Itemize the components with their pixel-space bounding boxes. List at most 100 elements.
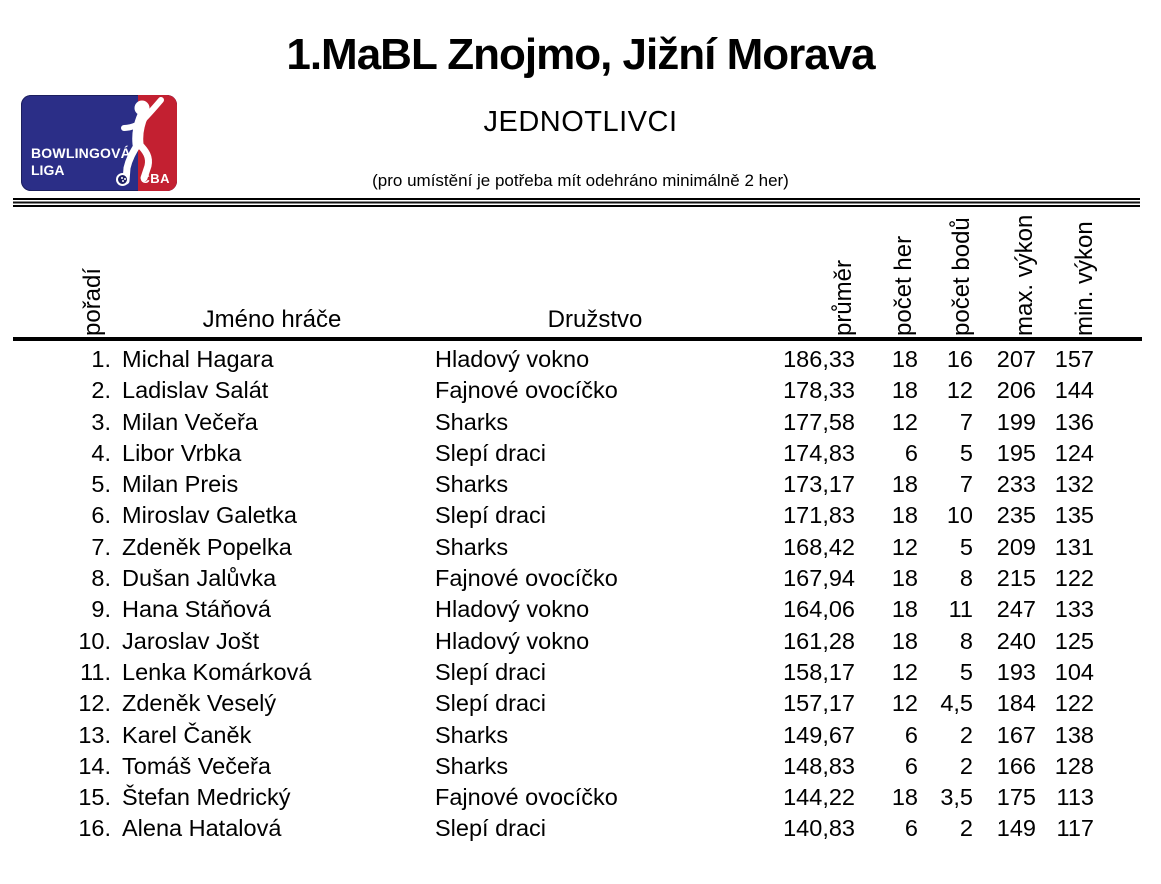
cell-rank: 8. (91, 565, 111, 592)
cell-max: 195 (996, 439, 1036, 466)
cell-points: 7 (959, 408, 973, 435)
cell-max: 184 (996, 690, 1036, 717)
cell-avg: 168,42 (783, 533, 855, 560)
cell-games: 6 (904, 752, 918, 779)
cell-team: Hladový vokno (435, 627, 590, 654)
cell-games: 6 (904, 721, 918, 748)
cell-min: 138 (1054, 721, 1094, 748)
cell-points: 7 (959, 471, 973, 498)
cell-avg: 186,33 (783, 346, 855, 372)
cell-avg: 158,17 (783, 658, 855, 685)
cell-max: 235 (996, 502, 1036, 529)
cell-team: Fajnové ovocíčko (435, 377, 618, 404)
cell-name: Karel Čaněk (122, 721, 252, 748)
cell-team: Hladový vokno (435, 346, 590, 372)
cell-max: 199 (996, 408, 1036, 435)
cell-min: 131 (1054, 533, 1094, 560)
cell-min: 157 (1054, 346, 1094, 372)
page-title: 1.MaBL Znojmo, Jižní Morava (286, 30, 875, 79)
logo-line1: BOWLINGOVÁ (31, 145, 131, 161)
cell-games: 12 (891, 408, 918, 435)
cell-name: Milan Večeřa (122, 408, 258, 435)
cell-max: 175 (996, 784, 1036, 811)
cell-points: 11 (948, 596, 973, 623)
cell-min: 128 (1054, 752, 1094, 779)
cell-max: 240 (996, 627, 1036, 654)
col-header-name: Jméno hráče (202, 306, 342, 333)
cell-min: 132 (1054, 471, 1094, 498)
table-row: 13. Karel Čaněk Sharks 149,67 6 2 167 138 (0, 720, 1161, 751)
cell-points: 5 (959, 658, 973, 685)
col-header-average: průměr (830, 259, 857, 336)
cell-games: 12 (891, 533, 918, 560)
table-row: 2. Ladislav Salát Fajnové ovocíčko 178,33 18… (0, 375, 1161, 406)
cell-max: 206 (996, 377, 1036, 404)
table-row: 16. Alena Hatalová Slepí draci 140,83 6 2 149 1… (0, 813, 1161, 844)
cell-min: 124 (1054, 439, 1094, 466)
cell-points: 2 (959, 752, 973, 779)
cell-rank: 1. (91, 346, 111, 372)
logo-text: BOWLINGOVÁ LIGA (31, 145, 131, 179)
cell-team: Sharks (435, 471, 509, 498)
cell-rank: 5. (91, 471, 111, 498)
table-row: 10. Jaroslav Jošt Hladový vokno 161,28 18 8 24… (0, 626, 1161, 657)
cell-points: 10 (946, 502, 973, 529)
cell-games: 18 (891, 377, 918, 404)
cell-max: 233 (996, 471, 1036, 498)
table-row: 12. Zdeněk Veselý Slepí draci 157,17 12 4,5 18… (0, 688, 1161, 719)
cell-name: Hana Stáňová (122, 596, 271, 623)
cell-games: 18 (891, 471, 918, 498)
cell-rank: 9. (91, 596, 111, 623)
cell-team: Sharks (435, 752, 509, 779)
bowling-ball-icon (116, 173, 129, 186)
cell-avg: 157,17 (783, 690, 855, 717)
cell-avg: 164,06 (783, 596, 855, 623)
cell-rank: 13. (78, 721, 111, 748)
cell-rank: 11. (80, 658, 111, 685)
col-header-games: počet her (890, 235, 917, 336)
cell-team: Slepí draci (435, 439, 547, 466)
cell-max: 149 (996, 815, 1036, 842)
cell-points: 5 (959, 439, 973, 466)
cell-min: 122 (1054, 690, 1094, 717)
cell-name: Alena Hatalová (122, 815, 282, 842)
cell-avg: 167,94 (783, 565, 855, 592)
cell-name: Libor Vrbka (122, 439, 242, 466)
cell-avg: 148,83 (783, 752, 855, 779)
cell-games: 12 (891, 658, 918, 685)
col-header-team: Družstvo (547, 306, 643, 333)
cell-max: 167 (996, 721, 1036, 748)
cell-rank: 4. (91, 439, 111, 466)
table-row: 15. Štefan Medrický Fajnové ovocíčko 144,22… (0, 782, 1161, 813)
table-row: 6. Miroslav Galetka Slepí draci 171,83 18 10 2… (0, 500, 1161, 531)
cell-games: 18 (891, 346, 918, 372)
cell-team: Sharks (435, 533, 509, 560)
cell-rank: 10. (78, 627, 111, 654)
cell-avg: 177,58 (783, 408, 855, 435)
cell-min: 122 (1054, 565, 1094, 592)
cell-games: 18 (891, 784, 918, 811)
cell-rank: 12. (78, 690, 111, 717)
cell-max: 209 (996, 533, 1036, 560)
cell-name: Zdeněk Veselý (122, 690, 277, 717)
cell-name: Michal Hagara (122, 346, 274, 372)
cell-avg: 171,83 (783, 502, 855, 529)
cell-max: 215 (996, 565, 1036, 592)
cell-team: Hladový vokno (435, 596, 590, 623)
cell-games: 18 (891, 596, 918, 623)
cell-rank: 16. (78, 815, 111, 842)
cell-min: 113 (1056, 784, 1094, 811)
bowler-silhouette-icon (121, 97, 164, 185)
standings-table: 1. Michal Hagara Hladový vokno 186,33 18 16 20… (0, 344, 1161, 845)
cell-min: 117 (1056, 815, 1094, 842)
cell-points: 12 (946, 377, 973, 404)
cell-min: 135 (1054, 502, 1094, 529)
cell-points: 3,5 (940, 784, 973, 811)
table-row: 3. Milan Večeřa Sharks 177,58 12 7 199 136 (0, 407, 1161, 438)
cell-min: 136 (1054, 408, 1094, 435)
cell-points: 16 (946, 346, 973, 372)
cell-points: 4,5 (940, 690, 973, 717)
cell-points: 2 (959, 721, 973, 748)
table-row: 11. Lenka Komárková Slepí draci 158,17 12 5 19… (0, 657, 1161, 688)
